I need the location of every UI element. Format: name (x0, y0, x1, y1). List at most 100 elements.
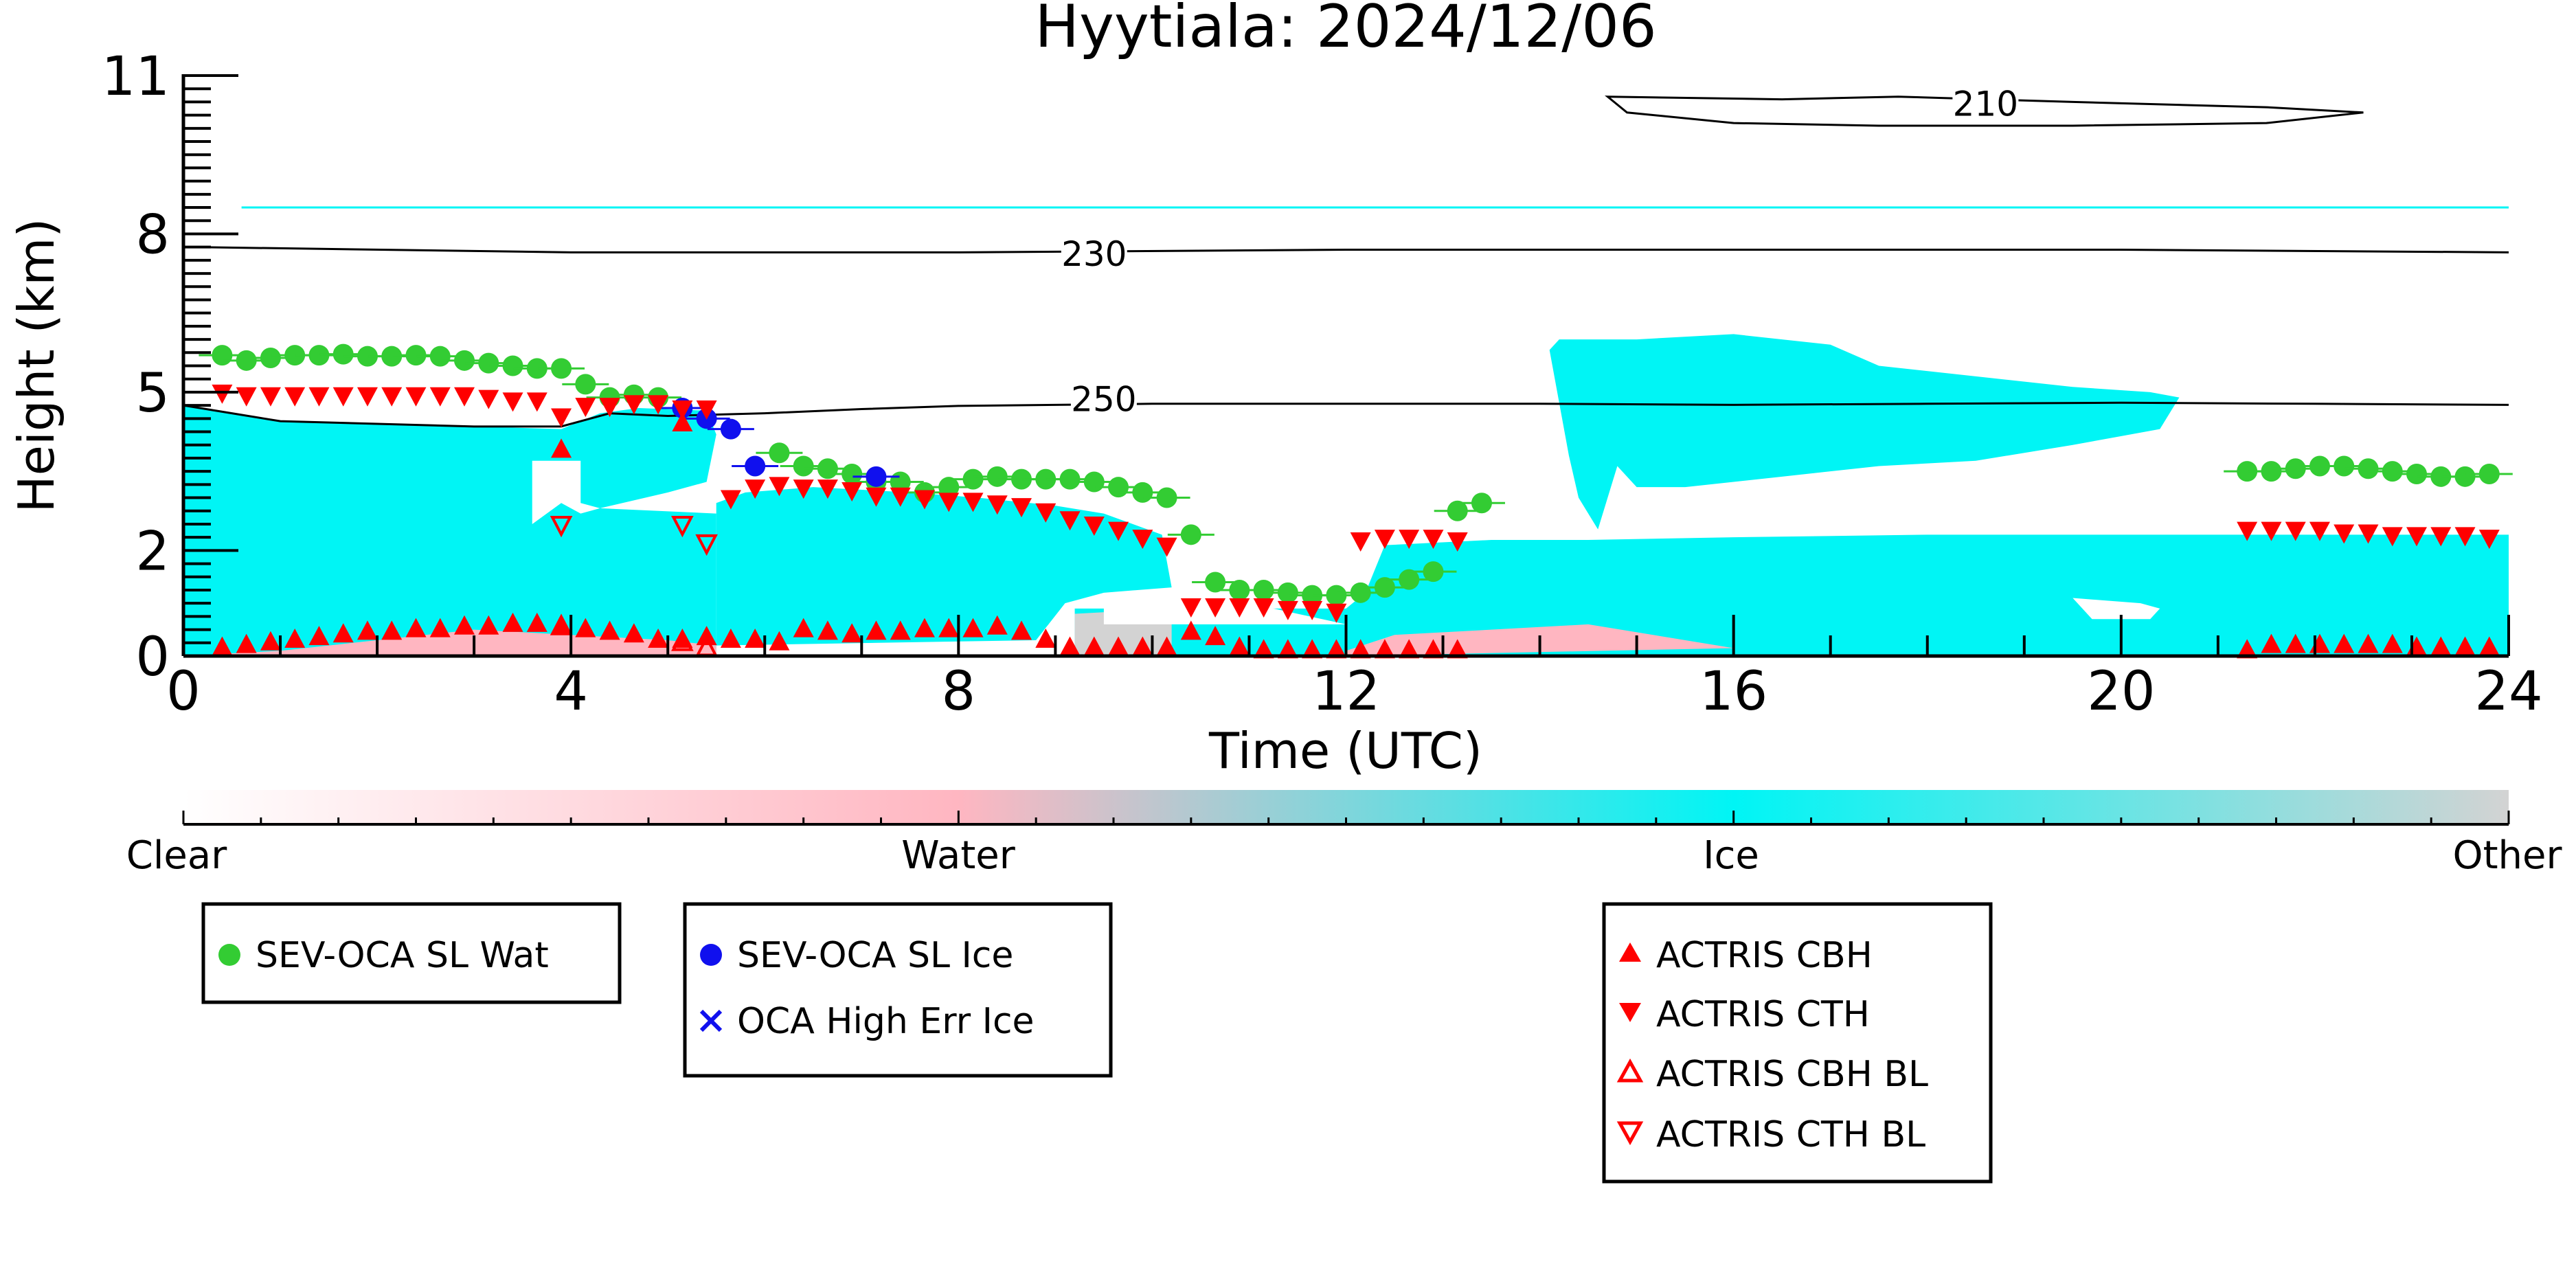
point-sev-oca-sl-wat (2237, 461, 2258, 482)
x-tick-label: 20 (2087, 661, 2155, 723)
data-series (199, 343, 2513, 659)
point-sev-oca-sl-wat (1180, 524, 1201, 545)
legend-label-actris-cbh-bl: ACTRIS CBH BL (1656, 1054, 1928, 1095)
point-actris-cth (2430, 527, 2452, 547)
axes: 0 2 5 8 11 0 4 8 12 16 20 24 (102, 46, 2543, 723)
point-actris-cbh (986, 615, 1008, 635)
point-actris-cbh (2430, 636, 2452, 656)
point-actris-cbh (381, 620, 403, 640)
point-actris-cbh (2382, 633, 2403, 653)
x-tick-label: 4 (554, 661, 588, 723)
point-actris-cth (914, 490, 935, 510)
point-actris-cbh (526, 612, 547, 632)
point-actris-cbh-bl (671, 629, 694, 651)
point-actris-cbh (1011, 620, 1032, 640)
legend-sev-ice: SEV-OCA SL Ice OCA High Err Ice (683, 902, 1113, 1078)
point-sev-oca-sl-wat (2382, 461, 2403, 482)
colorbar-label-water: Water (901, 833, 1016, 878)
point-actris-cbh (2334, 633, 2355, 653)
point-actris-cth (1374, 530, 1395, 550)
point-actris-cth (1059, 511, 1081, 531)
colorbar-label-clear: Clear (126, 833, 227, 878)
point-actris-cbh (1277, 639, 1298, 659)
ice-region-night (183, 405, 716, 656)
point-actris-cbh (405, 618, 427, 637)
legend-box (683, 902, 1113, 1078)
point-actris-cth (1447, 532, 1468, 552)
point-actris-cth (986, 495, 1008, 515)
point-actris-cth (1253, 598, 1274, 618)
point-actris-cth (1011, 498, 1032, 518)
point-actris-cth (745, 479, 766, 499)
point-actris-cbh (1423, 639, 1444, 659)
point-actris-cth (551, 408, 572, 428)
point-actris-cth (2454, 527, 2476, 547)
point-actris-cth (332, 387, 354, 407)
point-actris-cth (575, 398, 596, 418)
point-sev-oca-sl-wat (769, 442, 790, 464)
chart-title: Hyytiala: 2024/12/06 (1035, 0, 1656, 61)
legend-actris: ACTRIS CBH ACTRIS CTH ACTRIS CBH BL ACTR… (1602, 902, 1993, 1184)
point-sev-oca-sl-wat (332, 343, 354, 365)
point-sev-oca-sl-wat (429, 346, 451, 367)
point-actris-cbh (962, 618, 984, 637)
point-actris-cth (1132, 530, 1153, 550)
point-actris-cth (454, 387, 475, 407)
point-sev-oca-sl-ice (720, 418, 741, 440)
colorbar-label-ice: Ice (1703, 833, 1759, 878)
point-actris-cbh (1132, 636, 1153, 656)
point-sev-oca-sl-ice (866, 466, 887, 487)
x-tick-label: 0 (166, 661, 201, 723)
point-actris-cbh (841, 623, 863, 643)
point-sev-oca-sl-wat (1326, 585, 1347, 606)
point-actris-cth (2309, 521, 2330, 541)
legend-marker-sev-wat (218, 944, 240, 966)
point-actris-cbh (2478, 636, 2500, 656)
point-actris-cth (793, 479, 814, 499)
point-sev-oca-sl-wat (502, 355, 523, 376)
y-tick-label: 8 (135, 204, 170, 266)
point-actris-cbh (866, 620, 887, 640)
point-sev-oca-sl-wat (1277, 582, 1298, 603)
point-actris-cth (1350, 532, 1371, 552)
point-sev-oca-sl-wat (478, 352, 499, 374)
point-sev-oca-sl-wat (1108, 477, 1129, 498)
contour-label: 250 (1071, 379, 1136, 419)
point-actris-cbh (1374, 639, 1395, 659)
contour-label: 210 (1953, 84, 2018, 124)
point-actris-cth (502, 392, 523, 412)
legend-marker-oca-err (699, 1009, 723, 1032)
point-actris-cth (2285, 521, 2306, 541)
point-sev-oca-sl-wat (1132, 482, 1153, 503)
contour-line-250 (183, 401, 2509, 428)
point-actris-cth (599, 398, 620, 418)
point-actris-cth (1423, 530, 1444, 550)
contour-line-210 (1605, 95, 2364, 127)
legend-sev-wat: SEV-OCA SL Wat (201, 902, 622, 1004)
point-actris-cbh (1399, 639, 1420, 659)
legend-box (201, 902, 622, 1004)
colorbar-ticks (182, 811, 2510, 824)
point-actris-cbh (720, 628, 741, 648)
point-actris-cbh (429, 618, 451, 637)
point-sev-oca-sl-wat (1035, 468, 1057, 490)
point-actris-cbh (308, 626, 330, 646)
point-actris-cth (2358, 524, 2379, 544)
point-actris-cth (2406, 527, 2428, 547)
point-actris-cbh (1035, 628, 1057, 648)
point-sev-oca-sl-wat (1374, 577, 1395, 598)
point-actris-cth (1108, 521, 1129, 541)
point-actris-cth (720, 490, 741, 510)
point-sev-oca-sl-wat (1229, 579, 1250, 600)
point-actris-cth (2237, 521, 2258, 541)
point-actris-cbh (260, 631, 281, 651)
clear-gap (2072, 598, 2160, 620)
point-actris-cth (841, 482, 863, 502)
point-actris-cth (1205, 598, 1226, 618)
point-actris-cbh (623, 623, 644, 643)
point-sev-oca-sl-wat (2309, 455, 2330, 477)
point-actris-cbh (284, 628, 306, 648)
point-sev-oca-sl-wat (260, 347, 281, 368)
point-actris-cbh (357, 620, 378, 640)
